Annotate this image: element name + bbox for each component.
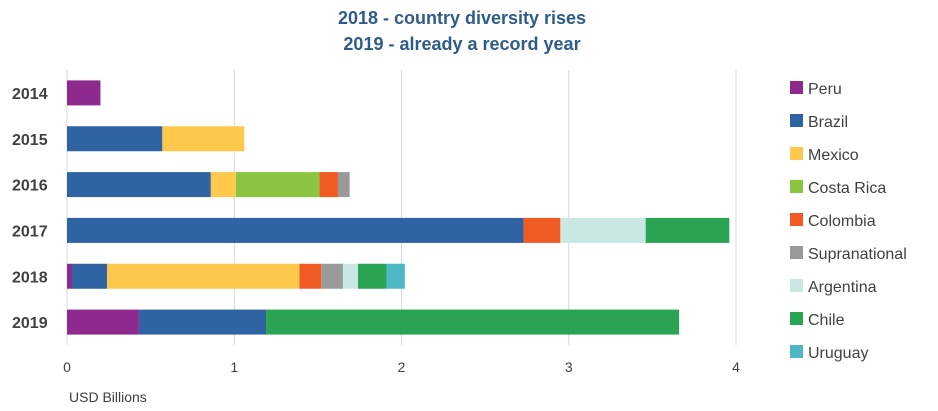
x-tick-label: 4: [732, 359, 740, 375]
bar-segment-chile: [358, 263, 387, 289]
x-tick-label: 0: [63, 359, 71, 375]
legend-label: Supranational: [808, 246, 907, 263]
legend-label: Brazil: [808, 114, 848, 131]
x-tick-label: 1: [230, 359, 238, 375]
legend-label: Uruguay: [808, 345, 868, 362]
bar-segment-argentina: [342, 263, 359, 289]
legend-swatch: [790, 114, 803, 127]
legend: Peru Brazil Mexico Costa Rica Colombia Supran…: [790, 81, 907, 362]
bar-segment-colombia: [523, 217, 561, 243]
category-label: 2018: [12, 269, 48, 286]
chart-title-line-2: 2019 - already a record year: [343, 34, 580, 54]
bar-segment-brazil: [72, 263, 108, 289]
bar-segment-mexico: [107, 263, 300, 289]
bar-segment-argentina: [560, 217, 646, 243]
legend-label: Peru: [808, 81, 842, 98]
category-label: 2014: [12, 86, 48, 103]
bar-segment-peru: [67, 263, 73, 289]
bar-segment-mexico: [210, 172, 236, 198]
legend-swatch: [790, 279, 803, 292]
legend-swatch: [790, 312, 803, 325]
bar-segment-brazil: [67, 126, 163, 152]
bar-segment-colombia: [299, 263, 322, 289]
bar-segment-supranational: [321, 263, 343, 289]
legend-swatch: [790, 81, 803, 94]
bar-segment-peru: [67, 80, 101, 106]
legend-swatch: [790, 246, 803, 259]
category-label: 2015: [12, 132, 48, 149]
bar-segment-mexico: [162, 126, 245, 152]
bar-segment-colombia: [319, 172, 338, 198]
legend-label: Colombia: [808, 213, 876, 230]
legend-label: Mexico: [808, 147, 859, 164]
x-axis-title: USD Billions: [69, 389, 147, 405]
bars: [67, 80, 730, 335]
legend-swatch: [790, 213, 803, 226]
chart-title-line-1: 2018 - country diversity rises: [338, 8, 586, 28]
x-tick-labels: 0 1 2 3 4: [63, 359, 740, 375]
bar-segment-uruguay: [386, 263, 405, 289]
legend-swatch: [790, 147, 803, 160]
category-label: 2017: [12, 223, 48, 240]
category-labels: 2014 2015 2016 2017 2018 2019: [12, 86, 48, 332]
bar-segment-chile: [645, 217, 730, 243]
bar-segment-brazil: [138, 309, 267, 335]
x-tick-label: 3: [565, 359, 573, 375]
bar-segment-supranational: [337, 172, 350, 198]
legend-label: Costa Rica: [808, 180, 886, 197]
bar-segment-peru: [67, 309, 139, 335]
category-label: 2016: [12, 178, 48, 195]
category-label: 2019: [12, 315, 48, 332]
legend-swatch: [790, 180, 803, 193]
bar-segment-costa-rica: [235, 172, 320, 198]
grid-lines: [66, 70, 737, 345]
legend-swatch: [790, 345, 803, 358]
bar-segment-chile: [266, 309, 680, 335]
x-tick-label: 2: [398, 359, 406, 375]
bar-segment-brazil: [67, 217, 524, 243]
bar-segment-brazil: [67, 172, 211, 198]
legend-label: Argentina: [808, 279, 877, 296]
legend-label: Chile: [808, 312, 845, 329]
